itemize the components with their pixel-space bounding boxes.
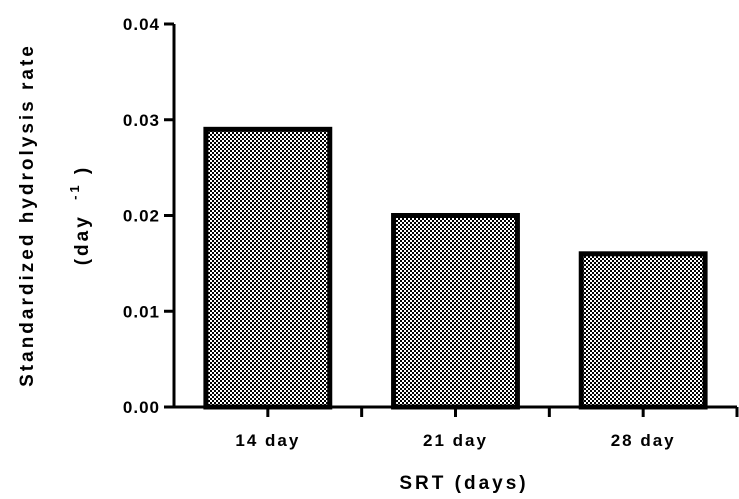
x-tick-label: 28 day <box>611 431 676 450</box>
y-axis-unit-prefix: (day <box>72 214 93 265</box>
y-axis-title-unit: (day -1 ) <box>63 165 93 266</box>
y-tick-label: 0.04 <box>123 15 160 34</box>
y-axis: 0.00 0.01 0.02 0.03 0.04 <box>123 15 176 417</box>
bar-21-day <box>391 213 520 410</box>
y-axis-title-line1: Standardized hydrolysis rate <box>17 43 38 387</box>
bar-14-day <box>203 126 333 410</box>
y-axis-title: Standardized hydrolysis rate <box>17 43 38 387</box>
x-axis: 14 day 21 day 28 day <box>172 405 739 450</box>
y-axis-unit-exponent: -1 <box>67 182 82 200</box>
y-tick-label: 0.00 <box>123 398 160 417</box>
y-tick-label: 0.01 <box>123 302 160 321</box>
y-axis-title-line2: (day -1 ) <box>63 165 93 266</box>
x-tick-label: 21 day <box>423 431 488 450</box>
bars-group <box>203 126 708 410</box>
bar-28-day <box>578 251 708 410</box>
y-axis-unit-suffix: ) <box>72 165 93 174</box>
y-tick-label: 0.02 <box>123 207 160 226</box>
y-tick-label: 0.03 <box>123 111 160 130</box>
x-tick-label: 14 day <box>235 431 300 450</box>
x-axis-title: SRT (days) <box>399 473 528 494</box>
